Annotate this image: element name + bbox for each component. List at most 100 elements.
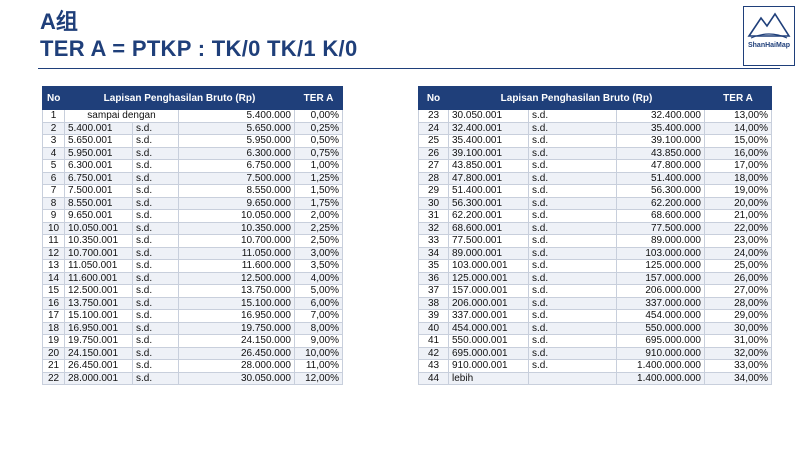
cell-lower: 12.500.001	[64, 284, 133, 298]
table-row: 31 62.200.001 s.d. 68.600.000 21,00%	[418, 209, 772, 223]
cell-rate: 4,00%	[294, 271, 343, 285]
cell-no: 38	[418, 296, 449, 310]
cell-lower: 910.000.001	[448, 359, 529, 373]
cell-separator: s.d.	[132, 246, 179, 260]
table-row: 37 157.000.001 s.d. 206.000.000 27,00%	[418, 284, 772, 298]
cell-no: 3	[42, 134, 65, 148]
cell-rate: 34,00%	[704, 371, 772, 385]
cell-lower: 5.650.001	[64, 134, 133, 148]
table-row: 33 77.500.001 s.d. 89.000.000 23,00%	[418, 234, 772, 248]
ter-table-left: No Lapisan Penghasilan Bruto (Rp) TER A …	[42, 86, 343, 385]
cell-lower: 8.550.001	[64, 196, 133, 210]
cell-upper: 77.500.000	[616, 221, 705, 235]
col-header-no: No	[418, 86, 449, 110]
table-row: 4 5.950.001 s.d. 6.300.000 0,75%	[42, 146, 343, 160]
col-header-range: Lapisan Penghasilan Bruto (Rp)	[448, 86, 705, 110]
table-row: 9 9.650.001 s.d. 10.050.000 2,00%	[42, 209, 343, 223]
cell-upper: 11.600.000	[178, 259, 295, 273]
cell-separator: s.d.	[132, 221, 179, 235]
cell-separator: s.d.	[528, 121, 617, 135]
cell-no: 4	[42, 146, 65, 160]
cell-separator: s.d.	[132, 284, 179, 298]
cell-rate: 29,00%	[704, 309, 772, 323]
cell-no: 43	[418, 359, 449, 373]
cell-upper: 1.400.000.000	[616, 359, 705, 373]
cell-no: 18	[42, 321, 65, 335]
cell-upper: 19.750.000	[178, 321, 295, 335]
cell-no: 14	[42, 271, 65, 285]
cell-no: 37	[418, 284, 449, 298]
cell-lower: 16.950.001	[64, 321, 133, 335]
cell-lower: 30.050.001	[448, 109, 529, 123]
cell-lower: 11.600.001	[64, 271, 133, 285]
cell-separator: s.d.	[132, 309, 179, 323]
cell-no: 5	[42, 159, 65, 173]
cell-upper: 910.000.000	[616, 346, 705, 360]
cell-separator: s.d.	[528, 171, 617, 185]
cell-upper: 15.100.000	[178, 296, 295, 310]
cell-separator: s.d.	[528, 221, 617, 235]
cell-rate: 31,00%	[704, 334, 772, 348]
table-row: 32 68.600.001 s.d. 77.500.000 22,00%	[418, 221, 772, 235]
table-row: 8 8.550.001 s.d. 9.650.000 1,75%	[42, 196, 343, 210]
cell-no: 31	[418, 209, 449, 223]
table-row: 39 337.000.001 s.d. 454.000.000 29,00%	[418, 309, 772, 323]
cell-lower: 7.500.001	[64, 184, 133, 198]
table-header-row: No Lapisan Penghasilan Bruto (Rp) TER A	[418, 86, 772, 110]
cell-no: 12	[42, 246, 65, 260]
cell-rate: 2,50%	[294, 234, 343, 248]
cell-separator: s.d.	[528, 196, 617, 210]
cell-rate: 24,00%	[704, 246, 772, 260]
cell-rate: 33,00%	[704, 359, 772, 373]
cell-no: 33	[418, 234, 449, 248]
cell-separator: s.d.	[528, 346, 617, 360]
cell-upper: 125.000.000	[616, 259, 705, 273]
cell-separator: s.d.	[132, 134, 179, 148]
cell-no: 41	[418, 334, 449, 348]
shanhaimap-logo: ShanHaiMap	[743, 6, 795, 66]
cell-lower: 47.800.001	[448, 171, 529, 185]
cell-upper: 43.850.000	[616, 146, 705, 160]
cell-upper: 16.950.000	[178, 309, 295, 323]
cell-separator: s.d.	[528, 134, 617, 148]
cell-rate: 25,00%	[704, 259, 772, 273]
cell-lower: 157.000.001	[448, 284, 529, 298]
table-row: 29 51.400.001 s.d. 56.300.000 19,00%	[418, 184, 772, 198]
cell-no: 32	[418, 221, 449, 235]
cell-no: 23	[418, 109, 449, 123]
cell-lower: 5.950.001	[64, 146, 133, 160]
cell-rate: 1,00%	[294, 159, 343, 173]
cell-upper: 39.100.000	[616, 134, 705, 148]
cell-lower: 10.050.001	[64, 221, 133, 235]
cell-lower: 6.750.001	[64, 171, 133, 185]
logo-text: ShanHaiMap	[747, 42, 790, 49]
cell-upper: 30.050.000	[178, 371, 295, 385]
cell-rate: 20,00%	[704, 196, 772, 210]
cell-lower: 206.000.001	[448, 296, 529, 310]
cell-no: 2	[42, 121, 65, 135]
cell-no: 26	[418, 146, 449, 160]
cell-separator: s.d.	[132, 121, 179, 135]
cell-upper: 7.500.000	[178, 171, 295, 185]
cell-upper: 26.450.000	[178, 346, 295, 360]
cell-upper: 35.400.000	[616, 121, 705, 135]
cell-rate: 18,00%	[704, 171, 772, 185]
cell-upper: 47.800.000	[616, 159, 705, 173]
cell-no: 6	[42, 171, 65, 185]
cell-upper: 6.300.000	[178, 146, 295, 160]
table-header-row: No Lapisan Penghasilan Bruto (Rp) TER A	[42, 86, 343, 110]
cell-no: 11	[42, 234, 65, 248]
col-header-no: No	[42, 86, 65, 110]
cell-lower: 5.400.001	[64, 121, 133, 135]
cell-no: 35	[418, 259, 449, 273]
col-header-rate: TER A	[704, 86, 772, 110]
cell-lower: 10.700.001	[64, 246, 133, 260]
cell-lower: 56.300.001	[448, 196, 529, 210]
table-row: 17 15.100.001 s.d. 16.950.000 7,00%	[42, 309, 343, 323]
table-row: 13 11.050.001 s.d. 11.600.000 3,50%	[42, 259, 343, 273]
cell-lower: 454.000.001	[448, 321, 529, 335]
cell-rate: 26,00%	[704, 271, 772, 285]
cell-separator: s.d.	[528, 296, 617, 310]
cell-rate: 14,00%	[704, 121, 772, 135]
table-row: 35 103.000.001 s.d. 125.000.000 25,00%	[418, 259, 772, 273]
